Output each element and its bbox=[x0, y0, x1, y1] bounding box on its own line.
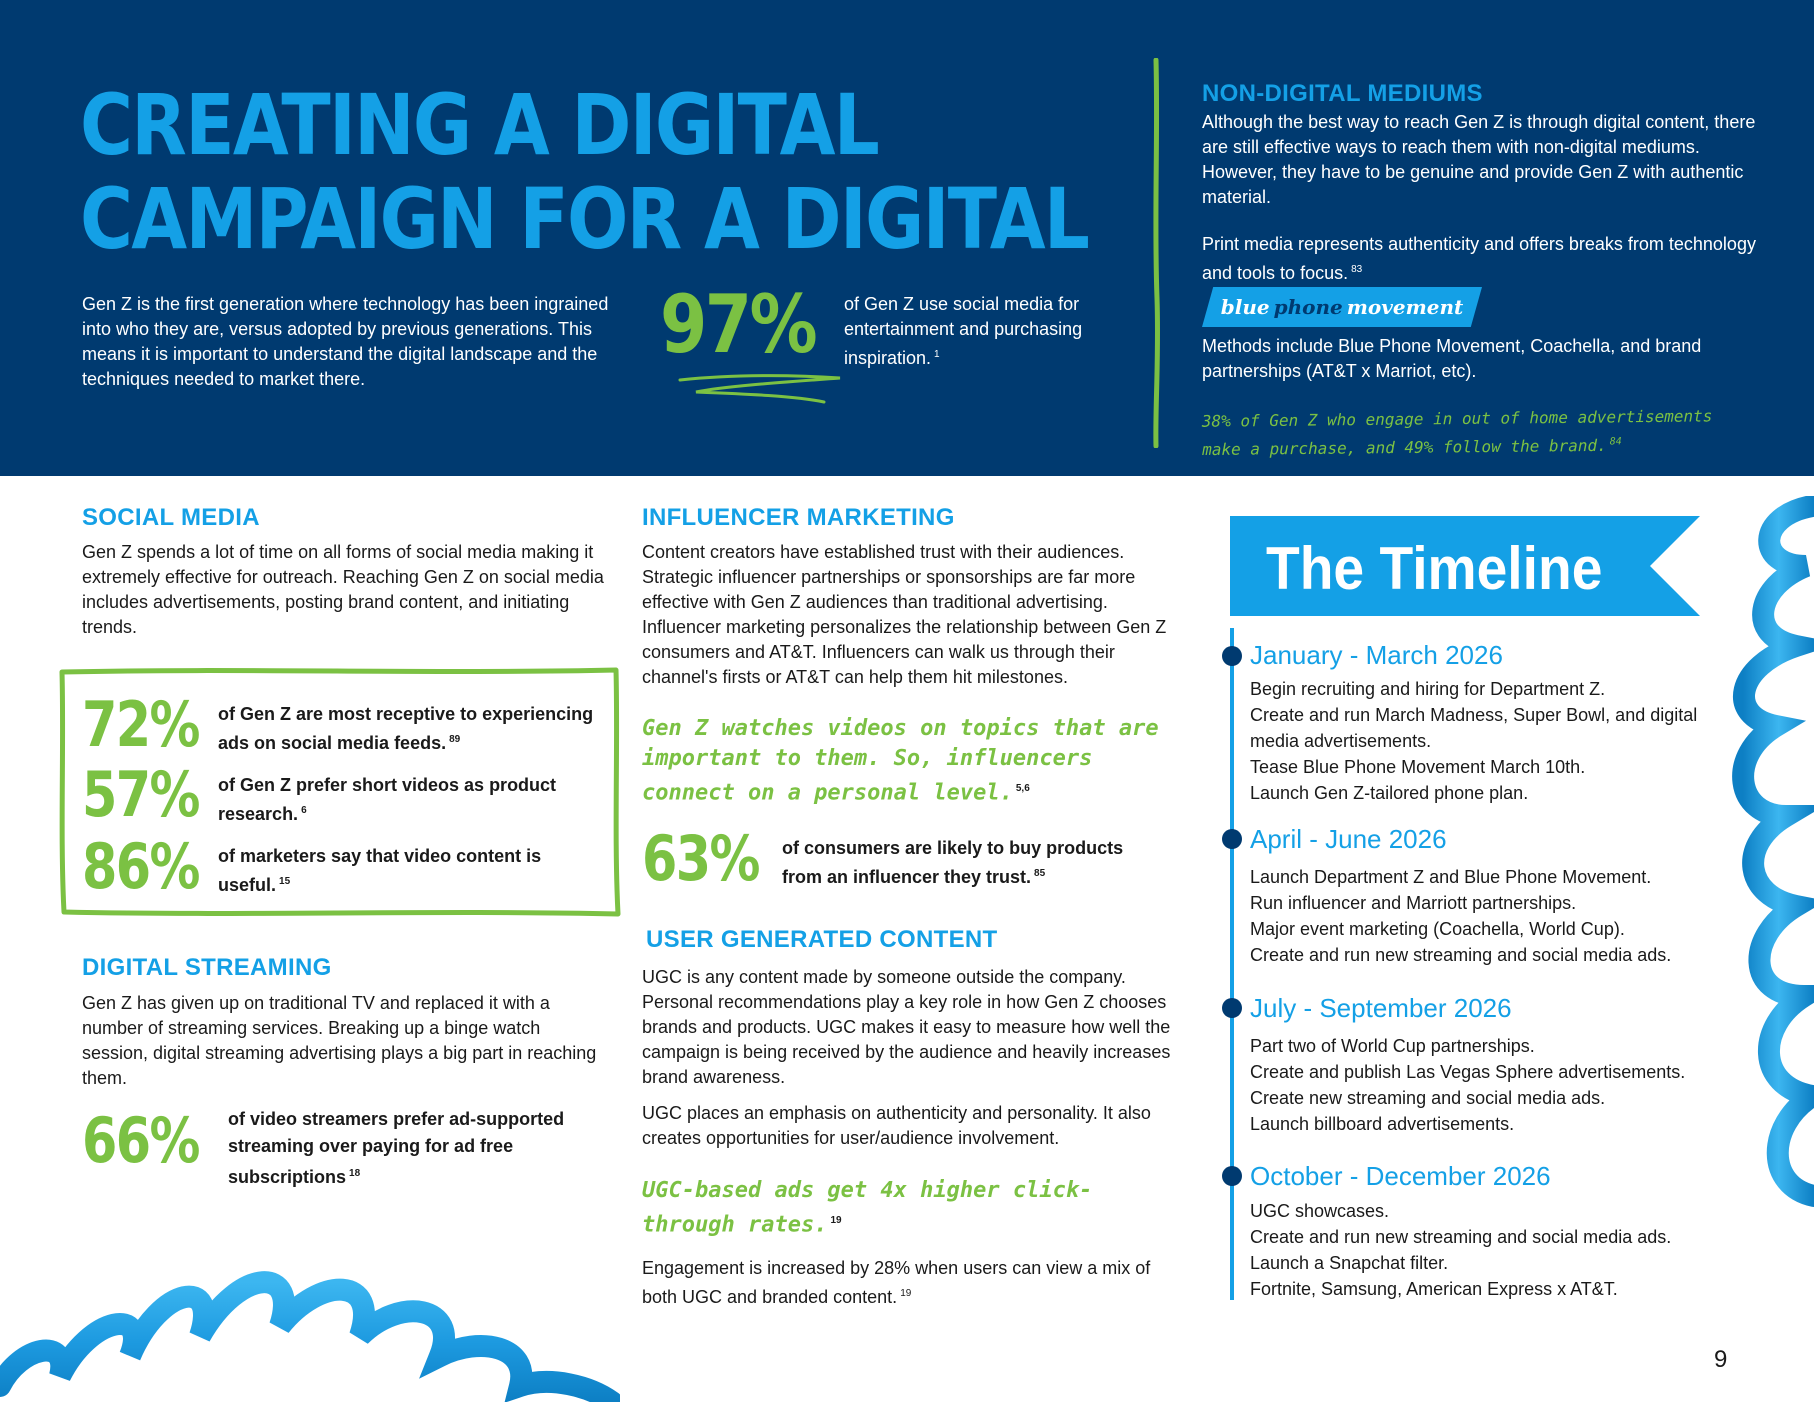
timeline-q2-item: Create and run new streaming and social … bbox=[1250, 945, 1672, 965]
timeline-q3-item: Create and publish Las Vegas Sphere adve… bbox=[1250, 1062, 1686, 1082]
stats-box-border bbox=[59, 667, 621, 917]
digital-streaming-heading: DIGITAL STREAMING bbox=[82, 954, 332, 981]
timeline-q1-item: Create and run March Madness, Super Bowl… bbox=[1250, 705, 1698, 751]
timeline-dot-q3 bbox=[1222, 998, 1242, 1018]
stat-57-value: 57% bbox=[82, 758, 200, 831]
header-band bbox=[0, 0, 1814, 476]
stat-86-label: of marketers say that video content is u… bbox=[218, 846, 542, 895]
ugc-p3-ref: 19 bbox=[900, 1288, 912, 1299]
ugc-p3-text: Engagement is increased by 28% when user… bbox=[642, 1258, 1151, 1307]
influencer-quote-text: Gen Z watches videos on topics that are … bbox=[642, 716, 1159, 806]
timeline-q1-item: Tease Blue Phone Movement March 10th. bbox=[1250, 757, 1586, 777]
banner-word-movement: movement bbox=[1346, 295, 1464, 319]
phone-cord-bottom-icon bbox=[0, 1271, 620, 1402]
timeline-q4-item: UGC showcases. bbox=[1250, 1201, 1390, 1221]
intro-paragraph: Gen Z is the first generation where tech… bbox=[82, 294, 609, 389]
timeline-q3-item: Launch billboard advertisements. bbox=[1250, 1114, 1515, 1134]
timeline-q1-item: Launch Gen Z-tailored phone plan. bbox=[1250, 783, 1529, 803]
timeline-line bbox=[1230, 628, 1234, 1300]
non-digital-paragraph-1: Although the best way to reach Gen Z is … bbox=[1202, 112, 1756, 207]
title-line-1: CREATING A DIGITAL bbox=[80, 76, 880, 174]
influencer-body: Content creators have established trust … bbox=[642, 542, 1167, 687]
timeline-dot-q1 bbox=[1222, 646, 1242, 666]
timeline-q4-heading: October - December 2026 bbox=[1250, 1161, 1551, 1191]
scribble-underline-icon bbox=[678, 374, 841, 404]
non-digital-p2-text: Print media represents authenticity and … bbox=[1202, 234, 1756, 283]
stat-66-text: of video streamers prefer ad-supported s… bbox=[228, 1106, 608, 1191]
timeline-q3-item: Create new streaming and social media ad… bbox=[1250, 1088, 1606, 1108]
timeline-q4-list: UGC showcases. Create and run new stream… bbox=[1250, 1198, 1750, 1302]
ugc-paragraph-2: UGC places an emphasis on authenticity a… bbox=[642, 1103, 1151, 1148]
stat-86-text: of marketers say that video content is u… bbox=[218, 844, 608, 898]
timeline-dot-q4 bbox=[1222, 1166, 1242, 1186]
ugc-paragraph-3: Engagement is increased by 28% when user… bbox=[642, 1256, 1172, 1310]
influencer-heading: INFLUENCER MARKETING bbox=[642, 504, 955, 531]
stat-63-label: of consumers are likely to buy products … bbox=[782, 838, 1124, 887]
green-divider-line bbox=[1153, 58, 1161, 448]
social-media-body: Gen Z spends a lot of time on all forms … bbox=[82, 542, 604, 637]
blue-phone-movement-banner: blue phone movement bbox=[1202, 287, 1482, 327]
timeline-q2-list: Launch Department Z and Blue Phone Movem… bbox=[1250, 864, 1750, 968]
title-line-2: CAMPAIGN FOR A DIGITAL bbox=[80, 170, 1090, 268]
non-digital-quote-ref: 84 bbox=[1609, 436, 1622, 448]
digital-streaming-body: Gen Z has given up on traditional TV and… bbox=[82, 993, 597, 1088]
ugc-quote: UGC-based ads get 4x higher click-throug… bbox=[642, 1176, 1172, 1240]
stat-86-ref: 15 bbox=[279, 876, 291, 887]
stat-72-value: 72% bbox=[82, 688, 200, 761]
stat-57-label: of Gen Z prefer short videos as product … bbox=[218, 775, 557, 824]
stat-66-label: of video streamers prefer ad-supported s… bbox=[228, 1109, 565, 1187]
stat-86-value: 86% bbox=[82, 830, 200, 903]
page-title: CREATING A DIGITAL CAMPAIGN FOR A DIGITA… bbox=[80, 76, 1090, 268]
timeline-q2-heading: April - June 2026 bbox=[1250, 824, 1447, 854]
stat-66-value: 66% bbox=[82, 1104, 200, 1177]
stat-72-ref: 89 bbox=[449, 734, 461, 745]
non-digital-heading: NON-DIGITAL MEDIUMS bbox=[1202, 80, 1483, 107]
timeline-q2-item: Major event marketing (Coachella, World … bbox=[1250, 919, 1625, 939]
non-digital-quote: 38% of Gen Z who engage in out of home a… bbox=[1202, 403, 1723, 462]
stat-97-ref: 1 bbox=[934, 349, 940, 360]
page-number: 9 bbox=[1714, 1346, 1728, 1373]
stat-63-value: 63% bbox=[642, 822, 760, 895]
ugc-quote-text: UGC-based ads get 4x higher click-throug… bbox=[642, 1178, 1093, 1238]
timeline-title: The Timeline bbox=[1266, 535, 1603, 602]
timeline-q3-list: Part two of World Cup partnerships. Crea… bbox=[1250, 1033, 1750, 1137]
stat-97-text: of Gen Z use social media for entertainm… bbox=[844, 292, 1124, 371]
stat-57-text: of Gen Z prefer short videos as product … bbox=[218, 773, 608, 827]
timeline-q4-item: Launch a Snapchat filter. bbox=[1250, 1253, 1449, 1273]
stat-72-text: of Gen Z are most receptive to experienc… bbox=[218, 702, 608, 756]
timeline-q4-item: Fortnite, Samsung, American Express x AT… bbox=[1250, 1279, 1618, 1299]
banner-word-phone: phone bbox=[1273, 295, 1343, 319]
timeline-q2-item: Launch Department Z and Blue Phone Movem… bbox=[1250, 867, 1652, 887]
timeline-q1-item: Begin recruiting and hiring for Departme… bbox=[1250, 679, 1606, 699]
stat-97-value: 97% bbox=[660, 278, 818, 371]
timeline-q3-item: Part two of World Cup partnerships. bbox=[1250, 1036, 1535, 1056]
stat-72-label: of Gen Z are most receptive to experienc… bbox=[218, 704, 594, 753]
phone-cord-right-icon bbox=[1732, 496, 1814, 1207]
influencer-quote-ref: 5,6 bbox=[1015, 783, 1030, 794]
ugc-heading: USER GENERATED CONTENT bbox=[646, 926, 998, 953]
timeline-q1-list: Begin recruiting and hiring for Departme… bbox=[1250, 676, 1750, 806]
timeline-q4-item: Create and run new streaming and social … bbox=[1250, 1227, 1672, 1247]
ugc-paragraph-1: UGC is any content made by someone outsi… bbox=[642, 967, 1171, 1087]
timeline-q3-heading: July - September 2026 bbox=[1250, 993, 1512, 1023]
stat-63-text: of consumers are likely to buy products … bbox=[782, 836, 1162, 890]
ugc-quote-ref: 19 bbox=[830, 1215, 842, 1226]
non-digital-p2-ref: 83 bbox=[1351, 264, 1363, 275]
non-digital-quote-text: 38% of Gen Z who engage in out of home a… bbox=[1201, 406, 1713, 460]
timeline-q1-heading: January - March 2026 bbox=[1250, 640, 1503, 670]
stat-57-ref: 6 bbox=[301, 805, 307, 816]
stat-97-label: of Gen Z use social media for entertainm… bbox=[844, 294, 1083, 368]
influencer-quote: Gen Z watches videos on topics that are … bbox=[642, 714, 1182, 808]
social-media-heading: SOCIAL MEDIA bbox=[82, 504, 260, 531]
timeline-q2-item: Run influencer and Marriott partnerships… bbox=[1250, 893, 1577, 913]
banner-word-blue: blue bbox=[1220, 295, 1270, 319]
timeline-dot-q2 bbox=[1222, 829, 1242, 849]
non-digital-paragraph-3: Methods include Blue Phone Movement, Coa… bbox=[1202, 336, 1702, 381]
stat-66-ref: 18 bbox=[349, 1168, 361, 1179]
non-digital-paragraph-2: Print media represents authenticity and … bbox=[1202, 232, 1762, 286]
timeline-banner bbox=[1230, 516, 1700, 616]
stat-63-ref: 85 bbox=[1034, 868, 1046, 879]
